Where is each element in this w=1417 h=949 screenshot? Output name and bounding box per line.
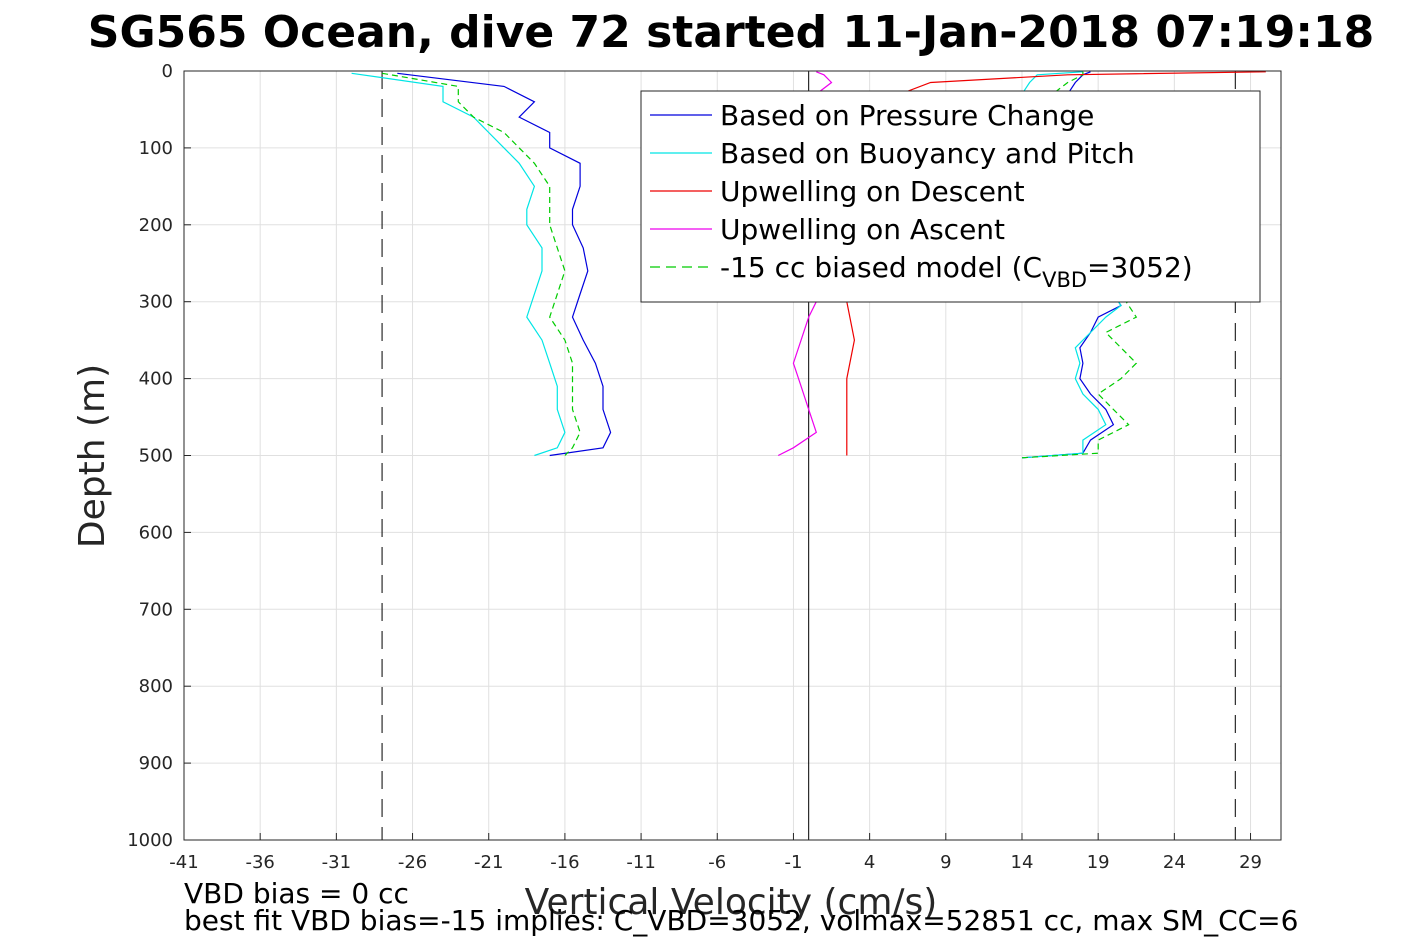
x-tick-label: -21 [474,852,503,873]
y-tick-label: 100 [139,138,173,159]
series-2-descent-line [381,72,581,456]
x-tick-label: 29 [1239,852,1262,873]
x-tick-label: 14 [1011,852,1034,873]
footer-best-fit: best fit VBD bias=-15 implies: C_VBD=305… [184,904,1298,937]
footer-vbd-bias: VBD bias = 0 cc [184,877,409,910]
legend-label: Upwelling on Ascent [720,213,1005,246]
y-axis-label: Depth (m) [72,364,113,548]
y-tick-label: 400 [139,369,173,390]
y-tick-label: 0 [162,61,173,82]
x-tick-label: -26 [398,852,427,873]
x-tick-label: -41 [169,852,198,873]
y-tick-label: 200 [139,215,173,236]
y-tick-label: 900 [139,753,173,774]
legend: Based on Pressure Change Based on Buoyanc… [640,90,1261,303]
legend-label: Based on Buoyancy and Pitch [720,137,1135,170]
x-tick-label: -11 [626,852,655,873]
x-tick-label: -31 [322,852,351,873]
x-axis-label: Vertical Velocity (cm/s) [525,882,938,923]
y-axis-ticks: 0 100 200 300 400 500 600 700 800 900 1000 [127,61,191,851]
x-tick-label: 9 [940,852,951,873]
x-tick-label: 24 [1163,852,1186,873]
y-tick-label: 1000 [127,830,173,851]
x-tick-label: -6 [708,852,726,873]
y-tick-label: 500 [139,446,173,467]
y-tick-label: 800 [139,676,173,697]
legend-box [640,90,1261,303]
legend-label: Based on Pressure Change [720,99,1094,132]
series-4-ascent-line [777,71,833,457]
legend-label: Upwelling on Descent [720,175,1025,208]
y-tick-label: 600 [139,522,173,543]
x-tick-label: 19 [1087,852,1110,873]
x-tick-label: 4 [864,852,875,873]
x-tick-label: -36 [245,852,274,873]
x-axis-ticks: -41 -36 -31 -26 -21 -16 -11 -6 -1 4 9 14 19 24 29 [169,833,1262,873]
chart-title: SG565 Ocean, dive 72 started 11-Jan-2018… [88,7,1374,58]
series-0-descent-line [397,72,612,457]
x-tick-label: -16 [550,852,579,873]
x-tick-label: -1 [784,852,802,873]
y-tick-label: 700 [139,599,173,620]
series-1-descent-line [351,72,566,457]
y-tick-label: 300 [139,292,173,313]
